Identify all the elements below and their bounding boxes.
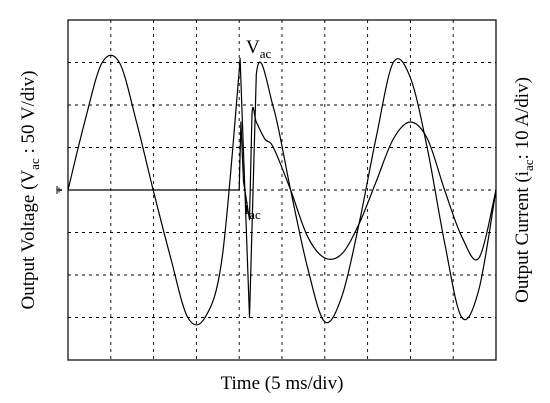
ground-marker-icon xyxy=(56,186,62,194)
voltage-trace xyxy=(67,54,497,326)
voltage-annotation: Vac xyxy=(246,37,272,61)
x-axis-label: Time (5 ms/div) xyxy=(221,373,344,394)
y-axis-right-label: Output Current (iac: 10 A/div) xyxy=(512,77,536,303)
current-trace xyxy=(68,106,497,261)
current-annotation: iac xyxy=(244,198,261,222)
y-axis-left-label: Output Voltage (Vac : 50 V/div) xyxy=(18,70,42,309)
